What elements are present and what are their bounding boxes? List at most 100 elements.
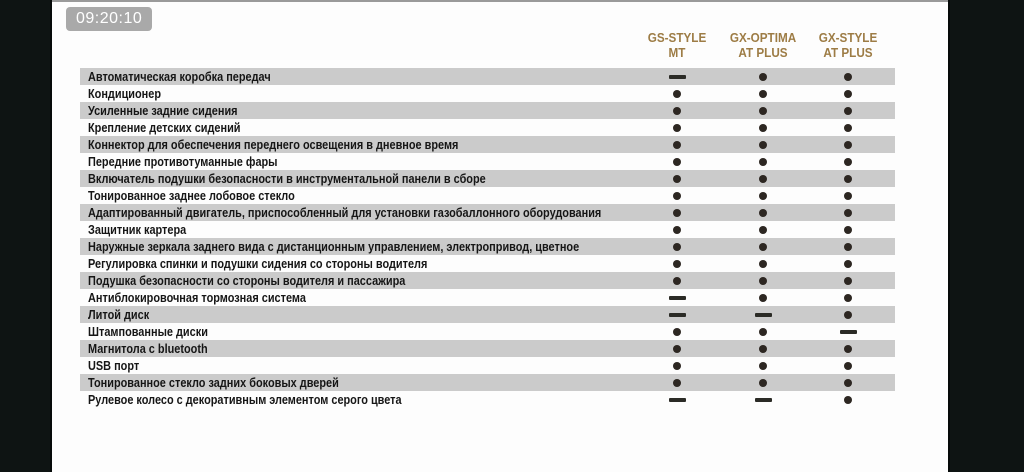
table-row: Наружные зеркала заднего вида с дистанци…	[80, 238, 895, 255]
dot-marker	[657, 136, 697, 153]
dot-marker	[828, 255, 868, 272]
dash-marker	[657, 306, 697, 323]
dot-marker	[743, 187, 783, 204]
dot-marker	[828, 102, 868, 119]
dot-marker	[828, 204, 868, 221]
dot-icon	[759, 225, 767, 234]
dot-icon	[759, 140, 767, 149]
dot-marker	[743, 255, 783, 272]
dot-icon	[844, 225, 852, 234]
letterbox-right	[948, 0, 1024, 472]
dot-marker	[743, 289, 783, 306]
dot-marker	[828, 340, 868, 357]
dot-icon	[759, 191, 767, 200]
dot-icon	[844, 259, 852, 268]
dot-icon	[844, 344, 852, 353]
dot-marker	[743, 68, 783, 85]
dot-icon	[673, 344, 681, 353]
dot-icon	[673, 327, 681, 336]
dot-icon	[844, 361, 852, 370]
dot-icon	[759, 344, 767, 353]
dot-icon	[673, 174, 681, 183]
dash-marker	[743, 391, 783, 408]
feature-label: Усиленные задние сидения	[88, 103, 238, 118]
dot-icon	[759, 361, 767, 370]
dash-marker	[657, 391, 697, 408]
dot-marker	[657, 323, 697, 340]
dot-marker	[657, 153, 697, 170]
dot-icon	[844, 140, 852, 149]
dot-icon	[844, 276, 852, 285]
table-row: Усиленные задние сидения	[80, 102, 895, 119]
dot-marker	[743, 272, 783, 289]
dot-icon	[673, 191, 681, 200]
table-row: Крепление детских сидений	[80, 119, 895, 136]
dash-icon	[668, 295, 686, 300]
column-header-line1: GX-STYLE	[818, 30, 878, 45]
dot-icon	[759, 157, 767, 166]
feature-label: Наружные зеркала заднего вида с дистанци…	[88, 239, 580, 254]
dot-icon	[759, 208, 767, 217]
column-header-line2: MT	[668, 45, 686, 60]
dot-icon	[759, 276, 767, 285]
feature-label: Автоматическая коробка передач	[88, 69, 271, 84]
dot-marker	[828, 153, 868, 170]
table-row: Антиблокировочная тормозная система	[80, 289, 895, 306]
feature-label: Передние противотуманные фары	[88, 154, 278, 169]
dot-icon	[844, 89, 852, 98]
dot-marker	[657, 102, 697, 119]
dot-icon	[844, 395, 852, 404]
dot-marker	[743, 374, 783, 391]
dot-icon	[844, 174, 852, 183]
dot-icon	[673, 242, 681, 251]
dot-icon	[844, 208, 852, 217]
dash-icon	[839, 329, 857, 334]
dot-icon	[844, 310, 852, 319]
feature-label: Литой диск	[88, 307, 150, 322]
dot-marker	[657, 221, 697, 238]
feature-label: Адаптированный двигатель, приспособленны…	[88, 205, 602, 220]
dot-icon	[673, 276, 681, 285]
table-row: Тонированное стекло задних боковых двере…	[80, 374, 895, 391]
dot-icon	[759, 293, 767, 302]
table-row: Передние противотуманные фары	[80, 153, 895, 170]
feature-label: Штампованные диски	[88, 324, 208, 339]
dot-icon	[673, 106, 681, 115]
feature-label: Тонированное заднее лобовое стекло	[88, 188, 295, 203]
dot-marker	[828, 187, 868, 204]
dot-marker	[828, 306, 868, 323]
dot-icon	[844, 378, 852, 387]
dot-icon	[759, 259, 767, 268]
dot-icon	[759, 174, 767, 183]
column-header-gx-optima-at-plus: GX-OPTIMA AT PLUS	[714, 30, 813, 60]
table-row: USB порт	[80, 357, 895, 374]
table-row: Штампованные диски	[80, 323, 895, 340]
spec-sheet: 09:20:10 GS-STYLE MT GX-OPTIMA AT PLUS G…	[52, 0, 948, 472]
dot-marker	[657, 85, 697, 102]
dot-marker	[743, 323, 783, 340]
dot-icon	[759, 327, 767, 336]
dot-marker	[657, 255, 697, 272]
dash-icon	[754, 312, 772, 317]
dot-icon	[759, 106, 767, 115]
dot-marker	[657, 187, 697, 204]
dot-marker	[657, 204, 697, 221]
dot-marker	[743, 102, 783, 119]
dash-marker	[657, 68, 697, 85]
feature-label: USB порт	[88, 358, 140, 373]
dot-marker	[657, 340, 697, 357]
dot-marker	[828, 374, 868, 391]
column-header-line2: AT PLUS	[823, 45, 873, 60]
dot-marker	[743, 119, 783, 136]
table-row: Регулировка спинки и подушки сидения со …	[80, 255, 895, 272]
timestamp-label: 09:20:10	[76, 10, 143, 27]
dot-marker	[743, 204, 783, 221]
dot-icon	[673, 225, 681, 234]
dot-marker	[657, 119, 697, 136]
table-row: Защитник картера	[80, 221, 895, 238]
dot-icon	[844, 157, 852, 166]
dot-icon	[759, 72, 767, 81]
dot-marker	[743, 170, 783, 187]
dot-marker	[743, 340, 783, 357]
